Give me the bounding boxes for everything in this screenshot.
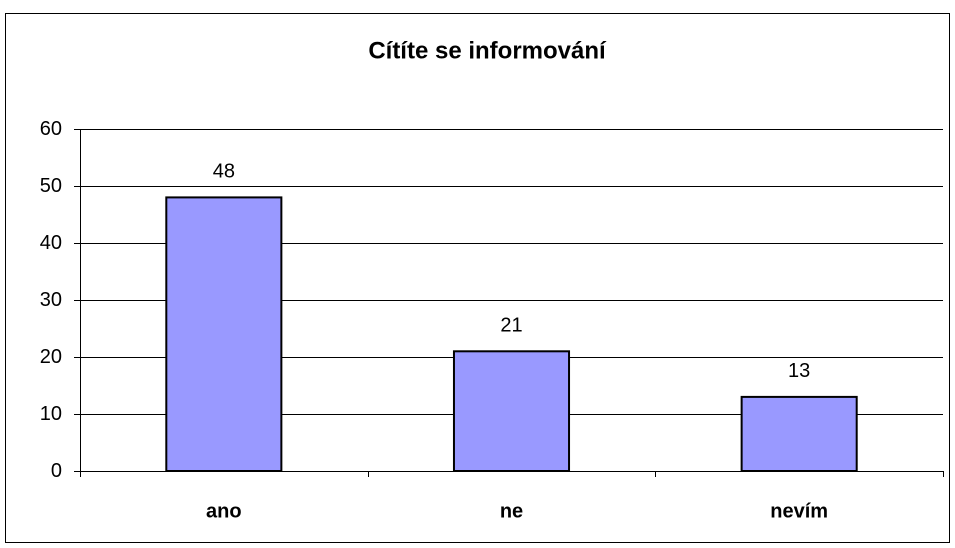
bar xyxy=(740,395,858,472)
y-tick-label: 60 xyxy=(40,118,62,140)
chart-title: Cítíte se informování xyxy=(368,37,607,64)
data-label: 48 xyxy=(213,161,235,183)
x-tick-label: ano xyxy=(206,500,242,522)
y-tick-label: 0 xyxy=(51,460,62,482)
y-tick-label: 20 xyxy=(40,346,62,368)
x-tick-label: ne xyxy=(500,500,523,522)
y-tick-label: 10 xyxy=(40,403,62,425)
bar xyxy=(165,196,283,472)
y-tick-label: 40 xyxy=(40,232,62,254)
bar xyxy=(452,350,571,472)
x-tick-label: nevím xyxy=(770,500,828,522)
data-label: 13 xyxy=(788,360,810,382)
y-tick-label: 30 xyxy=(40,289,62,311)
y-tick-label: 50 xyxy=(40,175,62,197)
data-label: 21 xyxy=(500,315,522,337)
